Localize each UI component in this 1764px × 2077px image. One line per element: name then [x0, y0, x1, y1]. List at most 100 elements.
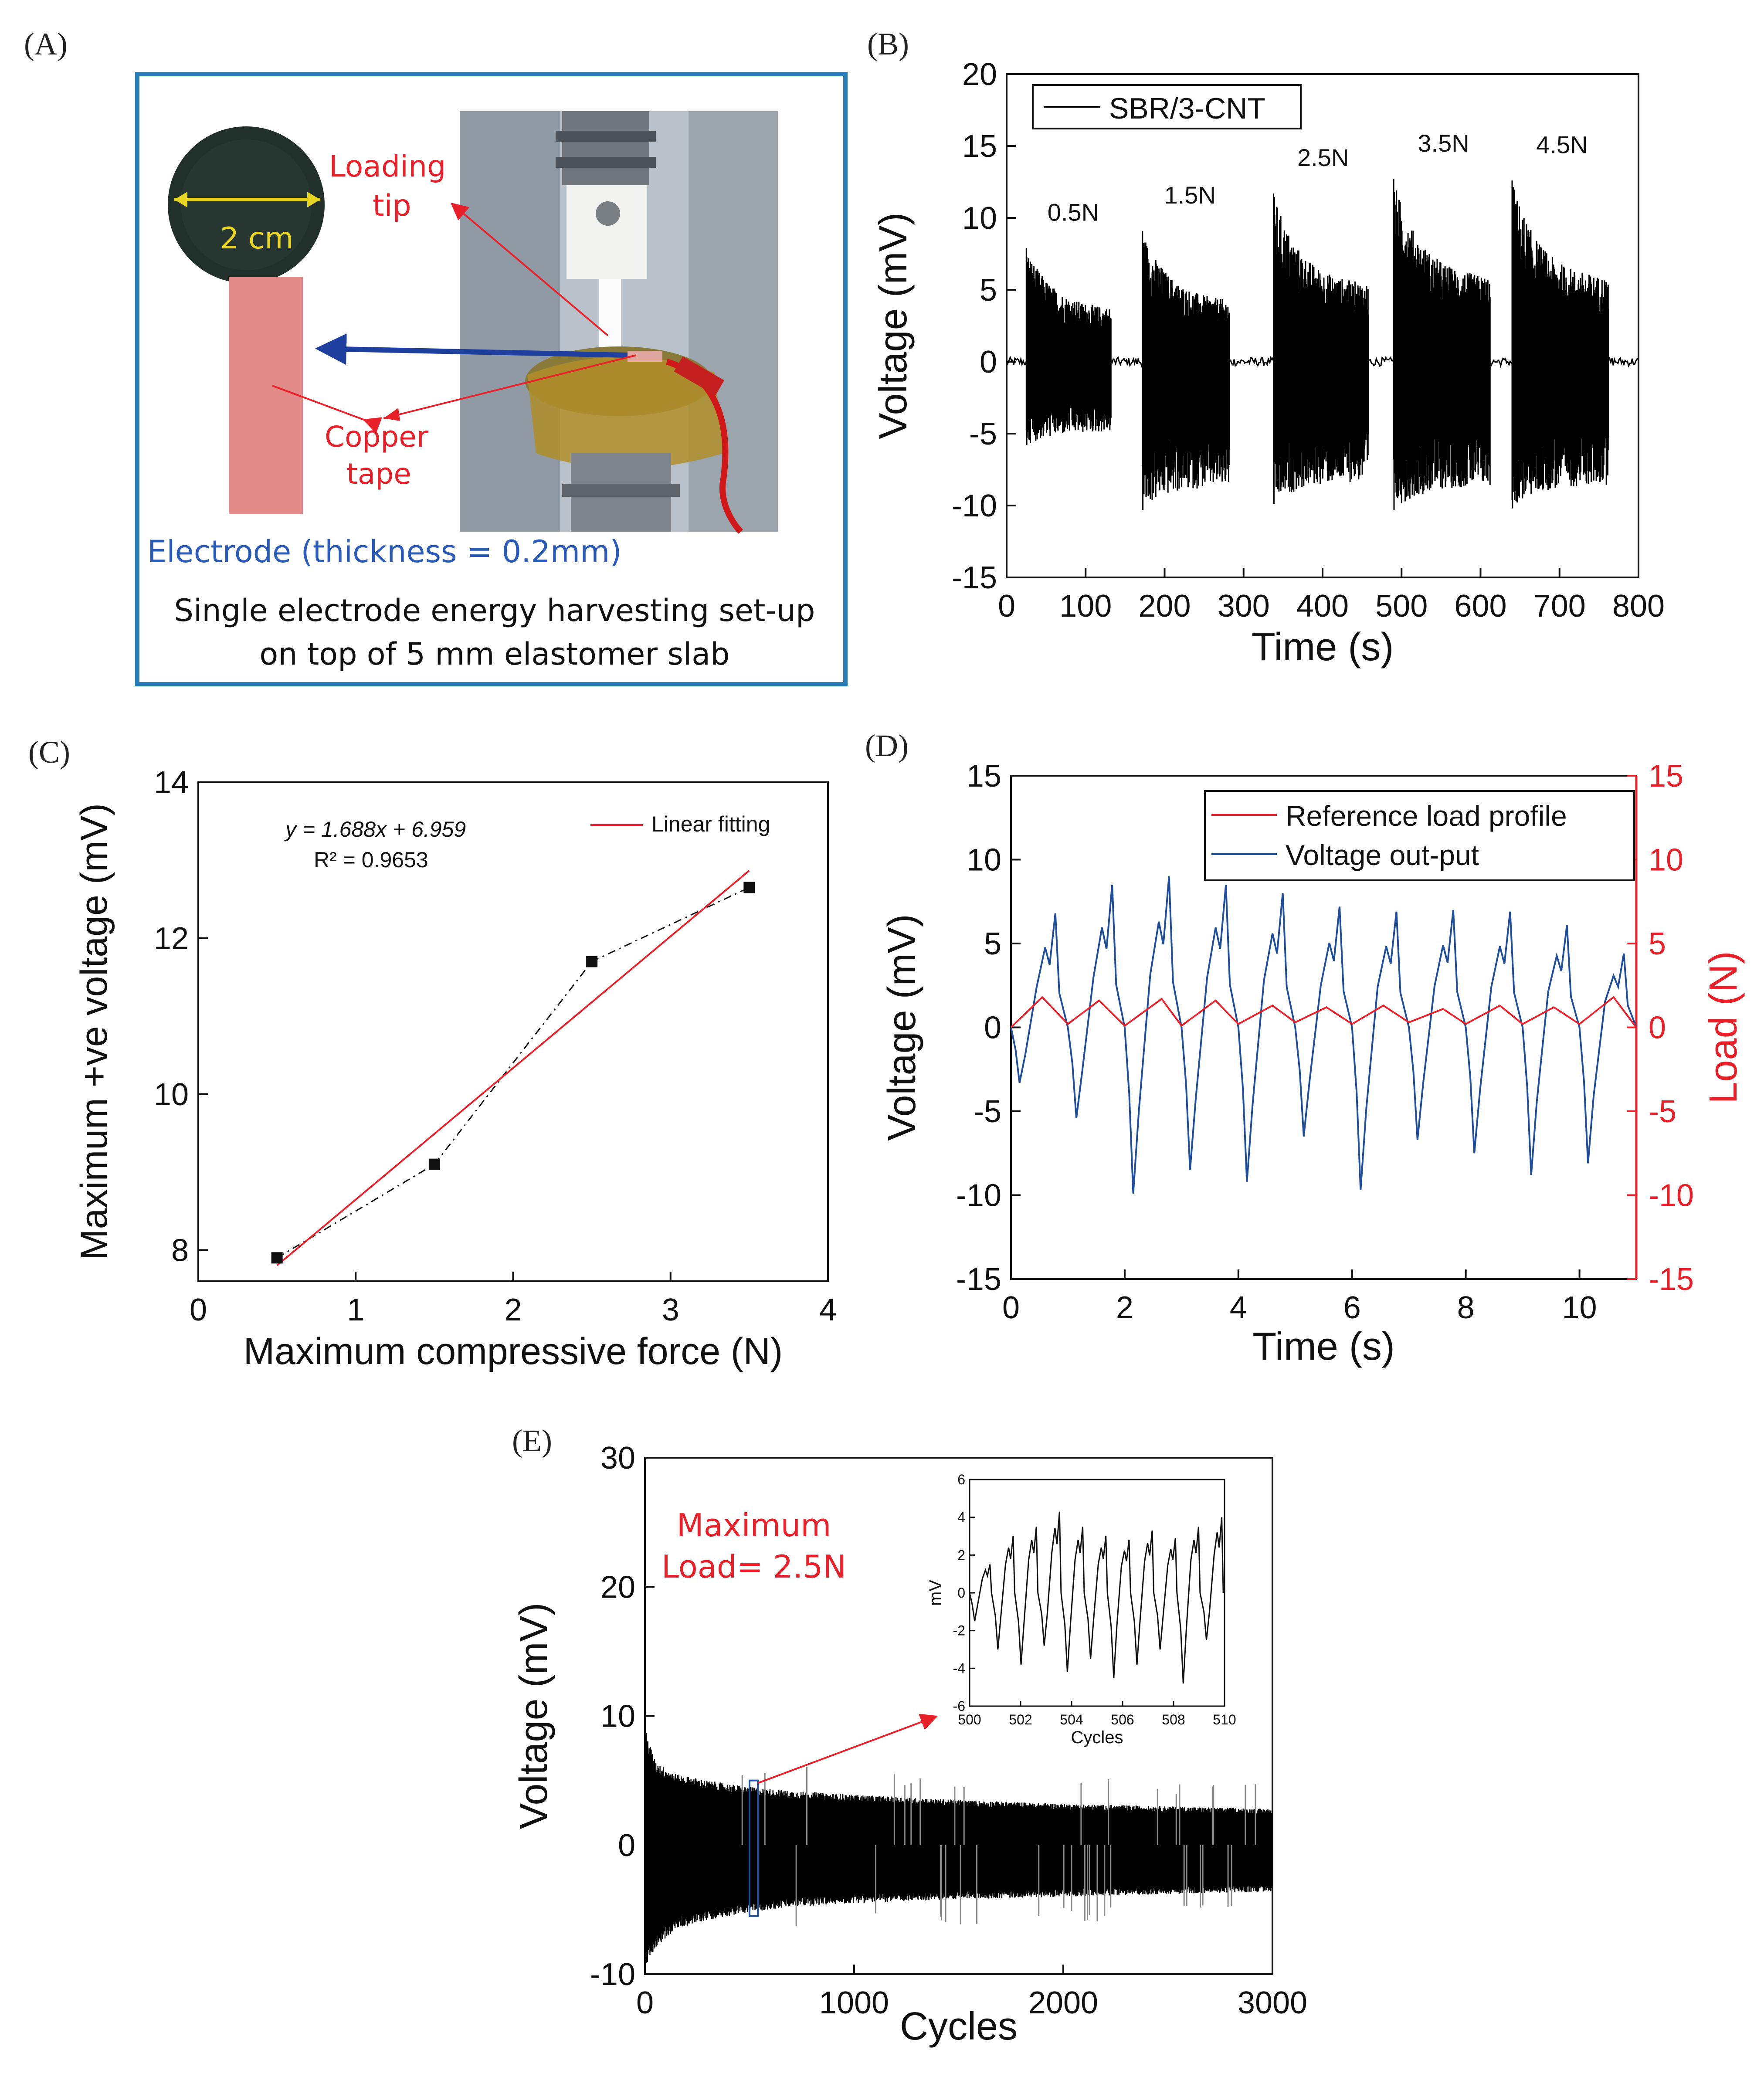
x-axis-title: Time (s): [1252, 1325, 1395, 1368]
x-tick-label: 600: [1454, 589, 1506, 624]
y-tick-label: 15: [962, 129, 997, 164]
copper-tape-strip: [229, 277, 303, 514]
linear-fit-line: [276, 870, 750, 1266]
inset-x-tick-label: 504: [1060, 1712, 1083, 1727]
setup-photo: [460, 111, 778, 534]
load-cell-bolt: [596, 201, 620, 226]
inset-y-tick-label: 2: [957, 1547, 965, 1563]
data-point: [428, 1158, 440, 1170]
y-tick-label: 10: [600, 1699, 635, 1734]
y-tick-label: -15: [952, 560, 997, 595]
inset-y-tick-label: -6: [953, 1698, 965, 1714]
y-tick-label: 12: [154, 921, 189, 956]
y2-tick-label: -5: [1649, 1094, 1676, 1129]
inset-voltage-line: [969, 1511, 1224, 1684]
x-tick-label: 6: [1343, 1290, 1361, 1325]
x-tick-label: 2000: [1028, 1985, 1098, 2020]
panel-d: (D) 0 2 4 6 8 10 -15 -10 -5 0 5 10 15 Time (s) Voltage…: [865, 728, 1745, 1368]
kapton-film: [527, 356, 723, 468]
panel-b: (B) 0 100 200 300 400 500 600 700 800 -15 -10 -5 0 5 1…: [867, 27, 1665, 669]
inset-x-tick-label: 510: [1213, 1712, 1236, 1727]
loading-tip-rod: [599, 279, 621, 353]
photo-shade-left: [460, 111, 560, 532]
x-tick-label: 4: [819, 1293, 837, 1327]
chuck-ring-2: [556, 157, 656, 168]
inset-background: [967, 1477, 1227, 1708]
y-tick-label: 5: [980, 273, 997, 308]
chuck-ring-1: [556, 131, 656, 142]
panel-c-label: (C): [28, 735, 70, 770]
y-tick-label: 5: [984, 927, 1001, 961]
x-tick-label: 0: [998, 589, 1015, 624]
voltage-burst: [1393, 179, 1491, 510]
y-tick-label: 20: [962, 57, 997, 92]
voltage-burst: [1511, 180, 1609, 509]
x-tick-label: 4: [1230, 1290, 1247, 1325]
loading-tip-label-2: tip: [373, 189, 411, 223]
x-tick-label: 200: [1138, 589, 1191, 624]
plot-frame: [197, 781, 829, 1282]
data-point: [586, 956, 598, 967]
x-tick-label: 300: [1218, 589, 1270, 624]
x-tick-label: 1000: [819, 1985, 889, 2020]
x-tick-label: 0: [1002, 1290, 1020, 1325]
x-tick-label: 3000: [1238, 1985, 1307, 2020]
inset-y-axis-title: mV: [926, 1580, 945, 1606]
y-tick-label: 10: [154, 1077, 189, 1112]
y2-tick-label: 15: [1649, 759, 1683, 794]
y-tick-label: 14: [154, 765, 189, 800]
fit-r-squared: R² = 0.9653: [314, 848, 428, 872]
data-connector-line: [276, 887, 750, 1259]
base-fixture-ring: [562, 484, 680, 497]
x-tick-label: 3: [662, 1293, 679, 1327]
y-tick-label: 0: [984, 1011, 1001, 1045]
data-point: [743, 882, 755, 893]
setup-caption-line-2: on top of 5 mm elastomer slab: [259, 636, 729, 672]
x-tick-label: 400: [1296, 589, 1349, 624]
inset-x-axis-title: Cycles: [1071, 1728, 1123, 1747]
load-cell-block: [567, 185, 647, 279]
voltage-output-line: [1010, 876, 1637, 1194]
diameter-label: 2 cm: [220, 221, 294, 256]
x-axis-title: Cycles: [900, 2005, 1018, 2048]
x-tick-label: 100: [1059, 589, 1112, 624]
panel-a: (A) 2 cm: [24, 27, 848, 686]
force-annotation: 3.5N: [1418, 129, 1469, 157]
y-tick-label: -10: [590, 1957, 635, 1992]
y-tick-label: -5: [974, 1094, 1001, 1129]
electrode-caption: Electrode (thickness = 0.2mm): [147, 534, 622, 570]
y-tick-label: -10: [956, 1178, 1001, 1213]
copper-pointer-right-head: [383, 408, 400, 421]
electrode-disc-texture: [181, 139, 312, 270]
y-tick-label: -15: [956, 1262, 1001, 1297]
inset-y-tick-label: -4: [953, 1660, 965, 1676]
y2-tick-label: -15: [1649, 1262, 1694, 1297]
chart-d: 0 2 4 6 8 10 -15 -10 -5 0 5 10 15 Time (s) Voltage (mV…: [880, 759, 1745, 1368]
copper-tape-label-2: tape: [346, 457, 411, 491]
x-tick-label: 1: [347, 1293, 364, 1327]
legend-label: Voltage out-put: [1286, 839, 1479, 871]
force-annotation: 4.5N: [1536, 131, 1588, 159]
force-annotation: 1.5N: [1164, 181, 1216, 209]
x-tick-label: 2: [504, 1293, 522, 1327]
panel-a-frame: [135, 72, 848, 686]
force-annotation: 2.5N: [1297, 144, 1349, 171]
x-tick-label: 700: [1533, 589, 1586, 624]
y2-tick-label: 10: [1649, 843, 1683, 878]
legend-label: Reference load profile: [1286, 800, 1567, 832]
y2-tick-label: -10: [1649, 1178, 1694, 1213]
x-tick-label: 500: [1375, 589, 1428, 624]
voltage-burst: [1273, 193, 1369, 504]
inset-x-tick-label: 508: [1162, 1712, 1185, 1727]
force-annotation: 0.5N: [1048, 199, 1099, 226]
voltage-envelope: [644, 1733, 1273, 1968]
alligator-clip: [674, 356, 724, 396]
y2-tick-label: 5: [1649, 927, 1666, 961]
max-load-annotation-line-2: Load= 2.5N: [662, 1548, 846, 1585]
inset-y-tick-label: -2: [953, 1623, 965, 1639]
panel-e-label: (E): [512, 1423, 552, 1458]
